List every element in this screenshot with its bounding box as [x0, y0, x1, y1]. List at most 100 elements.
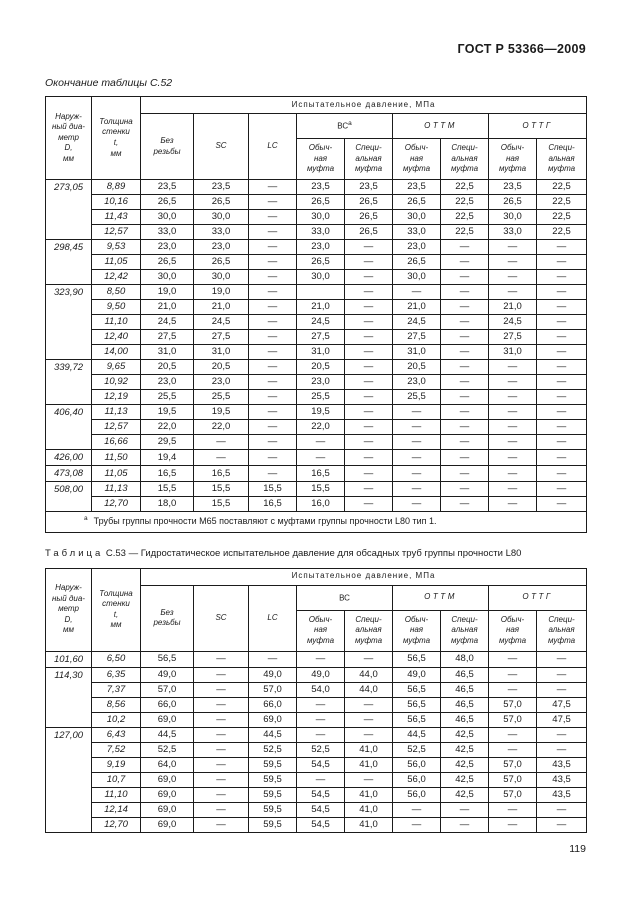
value-cell: —: [488, 374, 537, 390]
value-cell: 22,5: [535, 194, 588, 210]
value-cell: 27,5: [488, 329, 537, 345]
diameter-cell: 508,00: [45, 481, 92, 512]
thickness-cell: 7,37: [91, 681, 141, 698]
value-cell: 33,0: [488, 224, 537, 240]
footnote-text: Трубы группы прочности М65 поставляют с …: [93, 516, 437, 526]
value-cell: —: [440, 496, 489, 512]
value-cell: 46,5: [440, 711, 489, 728]
value-cell: 21,0: [488, 299, 537, 315]
value-cell: —: [488, 404, 537, 420]
value-cell: 44,5: [392, 726, 441, 743]
value-cell: 26,5: [488, 194, 537, 210]
value-cell: 26,5: [392, 254, 441, 270]
value-cell: 52,5: [296, 741, 345, 758]
thickness-cell: 9,53: [91, 239, 141, 255]
value-cell: 44,5: [140, 726, 194, 743]
value-cell: —: [535, 419, 588, 435]
value-cell: 29,5: [140, 434, 194, 450]
value-cell: 16,5: [193, 465, 249, 482]
value-cell: 22,5: [440, 179, 489, 195]
thickness-cell: 7,52: [91, 741, 141, 758]
value-cell: —: [344, 465, 393, 482]
table-row: 12,57 33,0 33,0—33,0 26,5 33,0 22,5 33,0 22,5: [46, 224, 588, 240]
value-cell: 41,0: [344, 801, 393, 818]
value-cell: 26,5: [296, 194, 345, 210]
table-row: 508,00 11,13 15,5 15,5 15,5 15,5— — — — —: [45, 481, 588, 512]
table-row: 10,2 69,0—69,0— —56,5 46,5 57,0 47,5: [46, 711, 588, 728]
value-cell: —: [535, 359, 588, 375]
table-row: 12,70 18,0 15,5 16,5 16,0— — — — —: [46, 496, 588, 512]
diameter-cell: 101,60: [45, 650, 92, 668]
value-cell: 43,5: [535, 771, 588, 788]
value-cell: —: [193, 666, 249, 683]
value-cell: —: [535, 329, 588, 345]
value-cell: 43,5: [535, 786, 588, 803]
value-cell: —: [535, 374, 588, 390]
value-cell: 26,5: [296, 254, 345, 270]
col-header-lc: LC: [248, 584, 297, 652]
value-cell: —: [488, 254, 537, 270]
table-row: 273,05 8,89 23,5 23,5—23,5 23,5 23,5 22,5 23,5 2…: [45, 179, 588, 240]
value-cell: 69,0: [140, 711, 194, 728]
thickness-cell: 14,00: [91, 344, 141, 360]
value-cell: 56,5: [392, 711, 441, 728]
table-row: 323,90 8,50 19,0 19,0— — — — — —: [45, 284, 588, 360]
footnote-marker: а: [84, 515, 88, 522]
value-cell: 20,5: [140, 359, 194, 375]
col-header-ottm-special-coupling: Специ- альная муфта: [440, 138, 489, 180]
table-row: 11,10 24,5 24,5—24,5—24,5—24,5—: [46, 314, 588, 330]
value-cell: —: [440, 434, 489, 450]
table-c53-header: Наруж- ный диа- метр D, мм Толщина стенк…: [45, 567, 588, 652]
standard-number: ГОСТ Р 53366—2009: [457, 42, 586, 56]
table-row: 339,72 9,65 20,5 20,5—20,5—20,5— — —: [45, 359, 588, 405]
value-cell: 19,0: [140, 284, 194, 300]
thickness-cell: 11,10: [91, 314, 141, 330]
value-cell: 16,5: [296, 465, 345, 482]
col-header-bc-special-coupling: Специ- альная муфта: [344, 138, 393, 180]
value-cell: —: [344, 481, 393, 497]
value-cell: —: [440, 299, 489, 315]
value-cell: 33,0: [193, 224, 249, 240]
value-cell: 27,5: [296, 329, 345, 345]
value-cell: —: [193, 434, 249, 450]
value-cell: 19,4: [140, 449, 194, 466]
value-cell: 42,5: [440, 741, 489, 758]
thickness-cell: 11,05: [91, 254, 141, 270]
col-header-plain-end: Без резьбы: [140, 113, 194, 180]
value-cell: —: [440, 344, 489, 360]
thickness-cell: 12,42: [91, 269, 141, 285]
value-cell: —: [248, 239, 297, 255]
col-header-plain-end: Без резьбы: [140, 584, 194, 652]
value-cell: 30,0: [193, 269, 249, 285]
table-row: 12,14 69,0—59,5 54,5 41,0— — — —: [46, 801, 588, 818]
value-cell: 23,0: [392, 239, 441, 255]
value-cell: 31,0: [193, 344, 249, 360]
value-cell: —: [248, 434, 297, 450]
table-row: 12,19 25,5 25,5—25,5—25,5— — —: [46, 389, 588, 405]
value-cell: —: [535, 434, 588, 450]
value-cell: 27,5: [140, 329, 194, 345]
value-cell: 26,5: [193, 254, 249, 270]
thickness-cell: 11,10: [91, 786, 141, 803]
value-cell: 21,0: [392, 299, 441, 315]
value-cell: 41,0: [344, 786, 393, 803]
value-cell: 42,5: [440, 756, 489, 773]
value-cell: 43,5: [535, 756, 588, 773]
table-row: 11,43 30,0 30,0—30,0 26,5 30,0 22,5 30,0 22,5: [46, 209, 588, 225]
value-cell: 59,5: [248, 801, 297, 818]
value-cell: 22,5: [440, 224, 489, 240]
value-cell: —: [248, 359, 297, 375]
value-cell: —: [535, 726, 588, 743]
value-cell: 42,5: [440, 726, 489, 743]
value-cell: 31,0: [296, 344, 345, 360]
value-cell: 57,0: [140, 681, 194, 698]
value-cell: —: [535, 801, 588, 818]
value-cell: —: [296, 449, 345, 466]
col-header-sc: SC: [193, 113, 249, 180]
value-cell: —: [440, 404, 489, 420]
thickness-cell: 12,40: [91, 329, 141, 345]
thickness-cell: 16,66: [91, 434, 141, 450]
value-cell: 66,0: [140, 696, 194, 713]
value-cell: 25,5: [193, 389, 249, 405]
value-cell: —: [248, 404, 297, 420]
